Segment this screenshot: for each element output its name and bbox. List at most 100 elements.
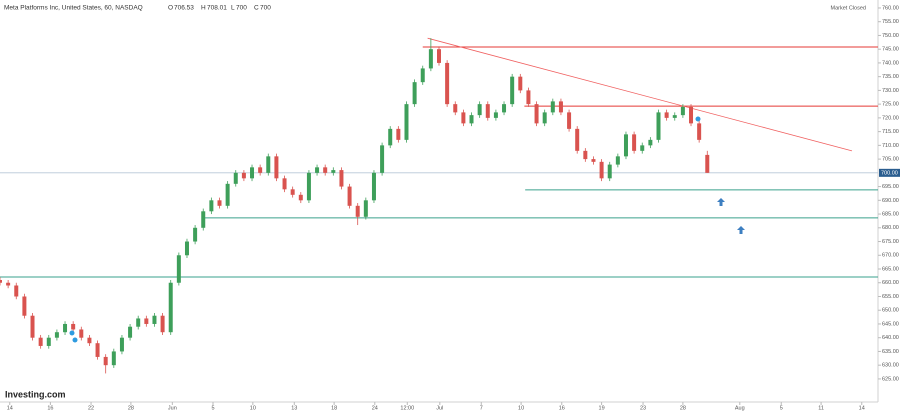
candle-body — [290, 189, 295, 195]
x-tick-label: 5 — [211, 405, 214, 411]
y-tick-label: 760.00 — [882, 5, 899, 11]
event-marker — [695, 116, 701, 122]
candle-body — [347, 186, 352, 206]
candle-body — [640, 145, 645, 151]
candle-body — [152, 315, 157, 324]
candle-body — [420, 68, 425, 83]
candle-body — [63, 323, 68, 333]
candle-body — [575, 128, 580, 151]
candle-body — [371, 172, 376, 201]
candle-body — [30, 315, 35, 338]
candle-body — [119, 337, 124, 352]
y-tick-label: 735.00 — [882, 74, 899, 80]
candle-body — [656, 112, 661, 140]
candle-body — [689, 106, 694, 124]
candle-body — [144, 318, 149, 324]
candle-body — [241, 172, 246, 179]
up-arrow — [717, 198, 725, 206]
candle-body — [412, 82, 417, 105]
candle-body — [111, 351, 116, 366]
candle-body — [79, 329, 84, 338]
candle-body — [0, 279, 2, 283]
x-tick-label: 10 — [250, 405, 256, 411]
y-tick-label: 690.00 — [882, 198, 899, 204]
candle-body — [282, 178, 287, 190]
y-tick-label: 645.00 — [882, 321, 899, 327]
candle-body — [632, 134, 637, 151]
x-tick-label: 18 — [331, 405, 337, 411]
candle-body — [502, 104, 507, 113]
candle-body — [233, 172, 238, 184]
candle-body — [128, 326, 133, 338]
y-tick-label: 650.00 — [882, 308, 899, 314]
candle-body — [201, 211, 206, 228]
candle-body — [396, 128, 401, 140]
candle-body — [323, 167, 328, 173]
candle-body — [258, 167, 263, 173]
candle-body — [623, 134, 628, 157]
ohlc-value: 708.01 — [207, 5, 227, 12]
y-tick-label: 630.00 — [882, 363, 899, 369]
candle-body — [558, 101, 563, 113]
y-tick-label: 660.00 — [882, 280, 899, 286]
x-tick-label: 11 — [818, 405, 824, 411]
plot — [0, 37, 878, 374]
y-tick-label: 625.00 — [882, 376, 899, 382]
y-tick-label: 695.00 — [882, 184, 899, 190]
candle-body — [6, 282, 11, 286]
x-tick-label: 13 — [291, 405, 297, 411]
event-marker — [72, 337, 78, 343]
candle-body — [469, 115, 474, 124]
candle-body — [217, 200, 222, 206]
x-tick-label: 22 — [88, 405, 94, 411]
ohlc-label: H — [201, 5, 206, 12]
candle-body — [160, 315, 165, 333]
last-price-box — [879, 168, 900, 177]
x-tick-label: 14 — [7, 405, 13, 411]
candle-body — [534, 104, 539, 124]
candle-body — [388, 128, 393, 146]
y-tick-label: 730.00 — [882, 88, 899, 94]
trendline — [427, 37, 853, 152]
candle-body — [705, 154, 710, 173]
candle-body — [274, 156, 279, 179]
candle-body — [22, 296, 27, 316]
candle-body — [103, 356, 108, 366]
y-tick-label: 720.00 — [882, 115, 899, 121]
last-price-label: 700.00 — [881, 170, 898, 176]
candle-body — [331, 170, 336, 173]
candle-body — [461, 112, 466, 124]
candle-body — [526, 90, 531, 105]
ohlc-label: O — [168, 5, 173, 12]
x-tick-label: 24 — [372, 405, 378, 411]
candle-body — [477, 104, 482, 116]
y-tick-label: 740.00 — [882, 60, 899, 66]
watermark: Investing.com — [5, 389, 66, 399]
candle-body — [380, 145, 385, 173]
candle-body — [46, 337, 51, 346]
candle-body — [680, 106, 685, 116]
y-tick-label: 755.00 — [882, 19, 899, 25]
candle-body — [193, 227, 198, 242]
candle-body — [95, 343, 100, 357]
candle-body — [209, 200, 214, 212]
candle-body — [306, 172, 311, 201]
x-tick-label: Jul — [436, 405, 443, 411]
ohlc-value: 700 — [260, 5, 271, 12]
candle-body — [567, 112, 572, 129]
ohlc-label: C — [254, 5, 259, 12]
candle-body — [168, 282, 173, 333]
y-tick-label: 715.00 — [882, 129, 899, 135]
chart-title: Meta Platforms Inc, United States, 60, N… — [4, 5, 143, 12]
y-tick-label: 745.00 — [882, 47, 899, 53]
ohlc-value: 706.53 — [174, 5, 194, 12]
candle-body — [664, 112, 669, 118]
y-tick-label: 675.00 — [882, 239, 899, 245]
candle-body — [355, 205, 360, 217]
candle-body — [225, 183, 230, 206]
ohlc-value: 700 — [236, 5, 247, 12]
x-tick-label: 28 — [680, 405, 686, 411]
candle-body — [54, 332, 59, 338]
